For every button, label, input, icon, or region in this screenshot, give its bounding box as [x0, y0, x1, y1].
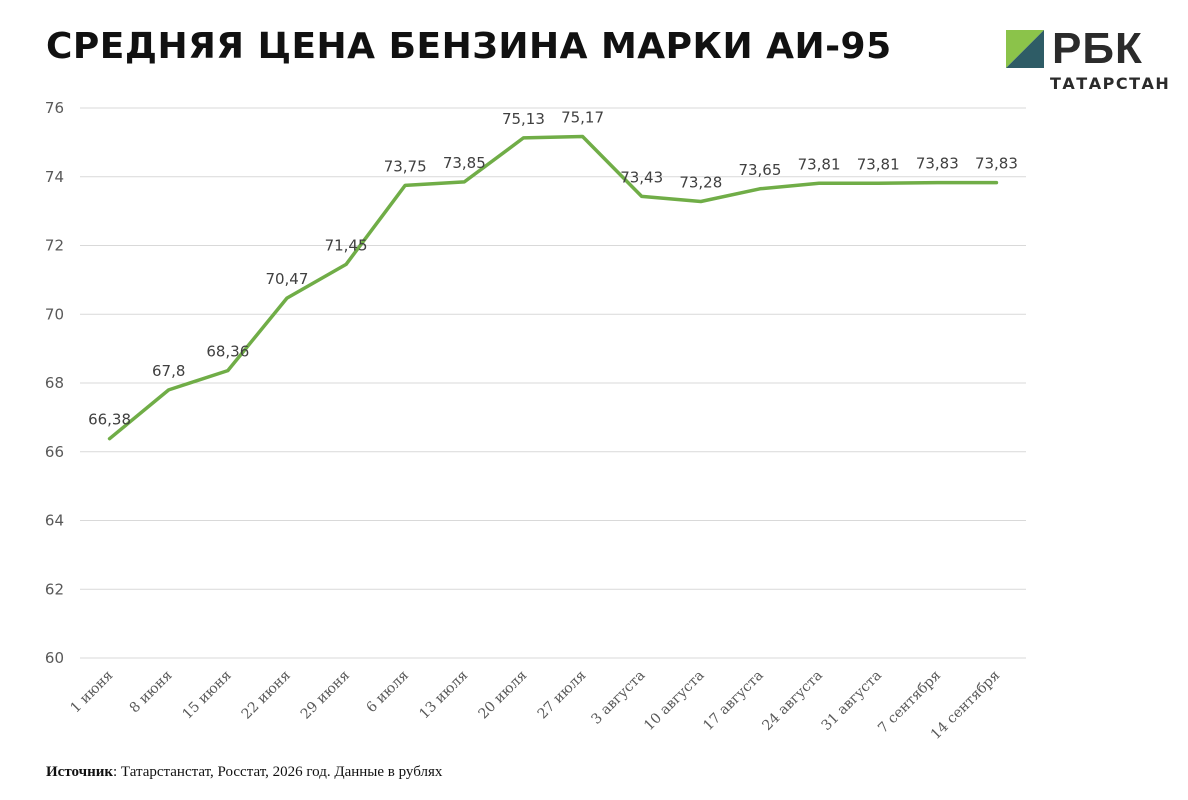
x-tick-label: 3 августа	[588, 668, 648, 728]
series-line	[107, 134, 999, 441]
x-tick-label: 6 июля	[364, 667, 413, 716]
data-label: 75,13	[502, 110, 545, 128]
y-tick-label: 66	[45, 443, 64, 461]
x-tick-label: 15 июня	[180, 667, 235, 722]
x-tick-label: 24 августа	[759, 668, 825, 734]
data-label: 67,8	[152, 362, 185, 380]
chart-title: СРЕДНЯЯ ЦЕНА БЕНЗИНА МАРКИ АИ-95	[46, 26, 892, 67]
x-tick-label: 17 августа	[700, 668, 766, 734]
data-label: 73,81	[857, 155, 900, 173]
data-label: 68,36	[206, 343, 249, 361]
data-label: 73,65	[738, 161, 781, 179]
y-tick-label: 64	[45, 512, 64, 530]
y-tick-label: 72	[45, 237, 64, 255]
logo-mark-icon	[1006, 30, 1044, 68]
logo-text: РБК	[1052, 24, 1143, 73]
series-lines	[107, 134, 999, 441]
x-tick-label: 29 июня	[298, 667, 353, 722]
x-tick-label: 1 июня	[68, 667, 117, 716]
y-tick-label: 74	[45, 168, 64, 186]
y-axis: 60 62 64 66 68 70 72 74 76	[45, 99, 64, 667]
x-axis: 1 июня 8 июня 15 июня 22 июня 29 июня 6 июля 1…	[68, 667, 1004, 742]
data-label: 70,47	[265, 270, 308, 288]
gridlines	[80, 107, 1026, 659]
x-tick-label: 10 августа	[641, 668, 707, 734]
x-tick-label: 20 июля	[475, 667, 530, 722]
source-text: : Татарстанстат, Росстат, 2026 год. Данн…	[113, 764, 443, 780]
line-chart: 60 62 64 66 68 70 72 74 76 1 июня 8 июня 15 июня 22…	[45, 99, 1026, 743]
y-tick-label: 70	[45, 305, 64, 323]
logo-subtitle: ТАТАРСТАН	[1050, 74, 1171, 93]
y-tick-label: 68	[45, 374, 64, 392]
rbc-logo: РБК ТАТАРСТАН	[1006, 24, 1169, 94]
x-tick-label: 8 июня	[127, 667, 176, 716]
data-labels: 66,38 67,8 68,36 70,47 71,45 73,75 73,85 75,13 7…	[88, 109, 1018, 429]
y-tick-label: 76	[45, 99, 64, 117]
data-label: 73,75	[384, 157, 427, 175]
data-label: 75,17	[561, 109, 604, 127]
x-tick-label: 13 июля	[416, 667, 471, 722]
x-tick-label: 22 июня	[239, 667, 294, 722]
data-label: 73,43	[620, 168, 663, 186]
data-label: 71,45	[325, 236, 368, 254]
data-label: 73,85	[443, 154, 486, 172]
data-label: 73,81	[798, 155, 841, 173]
y-tick-label: 60	[45, 649, 64, 667]
data-label: 66,38	[88, 411, 131, 429]
data-label: 73,83	[916, 155, 959, 173]
source-note: Источник: Татарстанстат, Росстат, 2026 г…	[46, 764, 442, 781]
x-tick-label: 27 июля	[535, 667, 590, 722]
y-tick-label: 62	[45, 580, 64, 598]
data-label: 73,83	[975, 155, 1018, 173]
data-label: 73,28	[679, 174, 722, 192]
source-label: Источник	[46, 764, 113, 780]
